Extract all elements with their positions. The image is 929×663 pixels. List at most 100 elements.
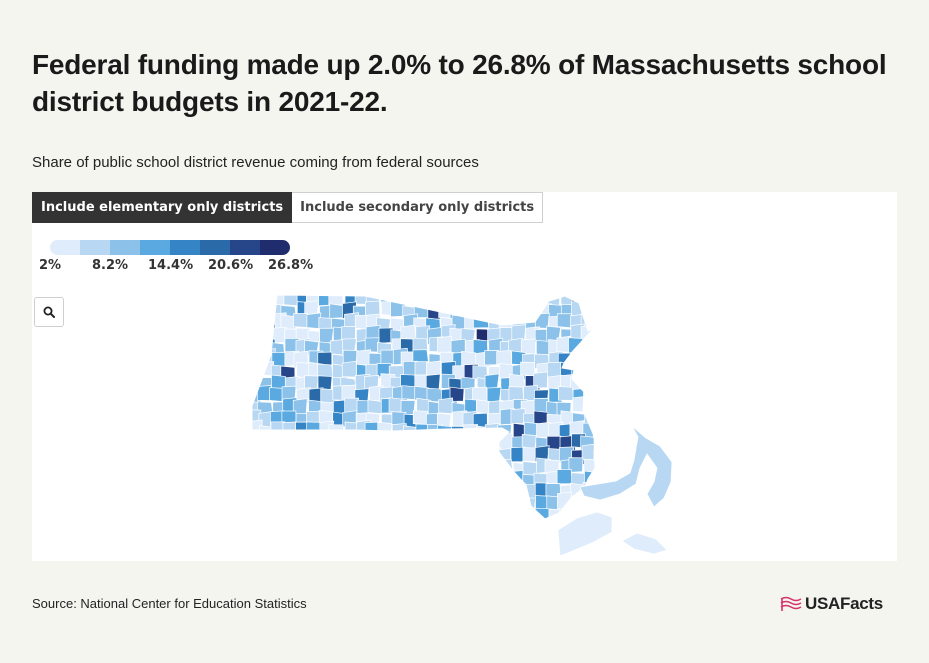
district-392[interactable] bbox=[258, 446, 274, 462]
district-555[interactable] bbox=[416, 507, 432, 522]
district-24[interactable] bbox=[520, 293, 537, 310]
district-489[interactable] bbox=[341, 482, 357, 498]
district-530[interactable] bbox=[473, 494, 489, 510]
district-210[interactable] bbox=[597, 363, 612, 378]
district-179[interactable] bbox=[581, 352, 597, 369]
district-581[interactable] bbox=[368, 521, 382, 535]
district-574[interactable] bbox=[282, 517, 299, 534]
district-572[interactable] bbox=[258, 521, 272, 536]
district-579[interactable] bbox=[344, 517, 360, 532]
district-23[interactable] bbox=[508, 293, 524, 308]
district-428[interactable] bbox=[331, 455, 346, 474]
district-455[interactable] bbox=[292, 468, 308, 485]
district-481[interactable] bbox=[245, 481, 260, 497]
district-14[interactable] bbox=[401, 291, 419, 306]
district-483[interactable] bbox=[272, 480, 289, 498]
district-235[interactable] bbox=[533, 371, 548, 389]
district-144[interactable] bbox=[520, 338, 536, 355]
district-595[interactable] bbox=[536, 517, 552, 532]
district-270[interactable] bbox=[596, 385, 611, 400]
district-549[interactable] bbox=[345, 504, 362, 522]
district-409[interactable] bbox=[461, 446, 476, 464]
district-398[interactable] bbox=[333, 444, 349, 462]
district-375[interactable] bbox=[412, 434, 428, 451]
district-404[interactable] bbox=[403, 445, 419, 460]
district-587[interactable] bbox=[437, 520, 452, 536]
district-458[interactable] bbox=[330, 469, 346, 484]
massachusetts-choropleth-map[interactable] bbox=[32, 192, 897, 561]
district-407[interactable] bbox=[440, 443, 456, 460]
district-553[interactable] bbox=[388, 506, 404, 522]
district-503[interactable] bbox=[511, 482, 526, 497]
district-459[interactable] bbox=[342, 472, 358, 488]
district-534[interactable] bbox=[521, 497, 536, 513]
district-560[interactable] bbox=[476, 507, 493, 522]
district-531[interactable] bbox=[485, 493, 500, 511]
district-181[interactable] bbox=[245, 364, 260, 380]
district-330[interactable] bbox=[597, 410, 611, 426]
district-491[interactable] bbox=[367, 481, 383, 498]
district-169[interactable] bbox=[461, 350, 477, 367]
district-433[interactable] bbox=[391, 458, 407, 474]
district-577[interactable] bbox=[319, 520, 333, 535]
marthas-vineyard[interactable] bbox=[557, 511, 613, 557]
district-592[interactable] bbox=[498, 517, 514, 534]
district-571[interactable] bbox=[247, 522, 261, 538]
district-554[interactable] bbox=[403, 508, 419, 523]
district-519[interactable] bbox=[341, 496, 356, 512]
district-61[interactable] bbox=[249, 313, 263, 330]
district-499[interactable] bbox=[464, 482, 480, 498]
district-582[interactable] bbox=[381, 521, 395, 535]
district-490[interactable] bbox=[352, 485, 369, 501]
tab-secondary-only[interactable]: Include secondary only districts bbox=[292, 192, 544, 223]
district-8[interactable] bbox=[328, 291, 344, 306]
district-369[interactable] bbox=[341, 436, 357, 451]
district-18[interactable] bbox=[448, 289, 463, 306]
district-209[interactable] bbox=[582, 362, 596, 378]
district-300[interactable] bbox=[596, 400, 610, 416]
district-180[interactable] bbox=[596, 352, 610, 368]
district-426[interactable] bbox=[305, 457, 323, 476]
district-488[interactable] bbox=[330, 485, 346, 501]
district-399[interactable] bbox=[343, 448, 360, 463]
district-178[interactable] bbox=[572, 351, 587, 367]
cape-cod[interactable] bbox=[579, 425, 673, 508]
district-363[interactable] bbox=[270, 433, 287, 451]
district-390[interactable] bbox=[596, 438, 612, 452]
district-468[interactable] bbox=[450, 467, 465, 486]
district-502[interactable] bbox=[499, 483, 515, 501]
district-575[interactable] bbox=[296, 520, 312, 535]
district-424[interactable] bbox=[280, 456, 296, 474]
district-150[interactable] bbox=[594, 339, 609, 355]
district-557[interactable] bbox=[438, 507, 455, 522]
district-533[interactable] bbox=[509, 496, 526, 512]
district-518[interactable] bbox=[331, 494, 347, 512]
district-486[interactable] bbox=[305, 484, 321, 501]
district-435[interactable] bbox=[416, 458, 433, 474]
district-515[interactable] bbox=[292, 493, 309, 510]
district-360[interactable] bbox=[592, 424, 607, 440]
district-452[interactable] bbox=[260, 473, 276, 490]
district-60[interactable] bbox=[597, 302, 611, 317]
district-532[interactable] bbox=[497, 497, 513, 513]
district-403[interactable] bbox=[392, 447, 408, 465]
district-544[interactable] bbox=[281, 509, 296, 525]
district-121[interactable] bbox=[247, 339, 262, 355]
district-580[interactable] bbox=[357, 520, 371, 534]
district-148[interactable] bbox=[568, 337, 585, 354]
district-548[interactable] bbox=[331, 509, 346, 524]
district-397[interactable] bbox=[320, 447, 337, 464]
district-298[interactable] bbox=[572, 395, 588, 413]
district-408[interactable] bbox=[451, 448, 467, 465]
district-410[interactable] bbox=[474, 446, 490, 462]
district-460[interactable] bbox=[353, 470, 370, 486]
district-451[interactable] bbox=[247, 469, 262, 485]
district-462[interactable] bbox=[378, 471, 396, 487]
district-2[interactable] bbox=[257, 293, 273, 309]
district-21[interactable] bbox=[487, 292, 504, 309]
district-431[interactable] bbox=[367, 460, 383, 477]
district-394[interactable] bbox=[283, 449, 300, 465]
district-556[interactable] bbox=[427, 509, 442, 524]
district-367[interactable] bbox=[319, 433, 335, 449]
district-376[interactable] bbox=[424, 435, 441, 453]
